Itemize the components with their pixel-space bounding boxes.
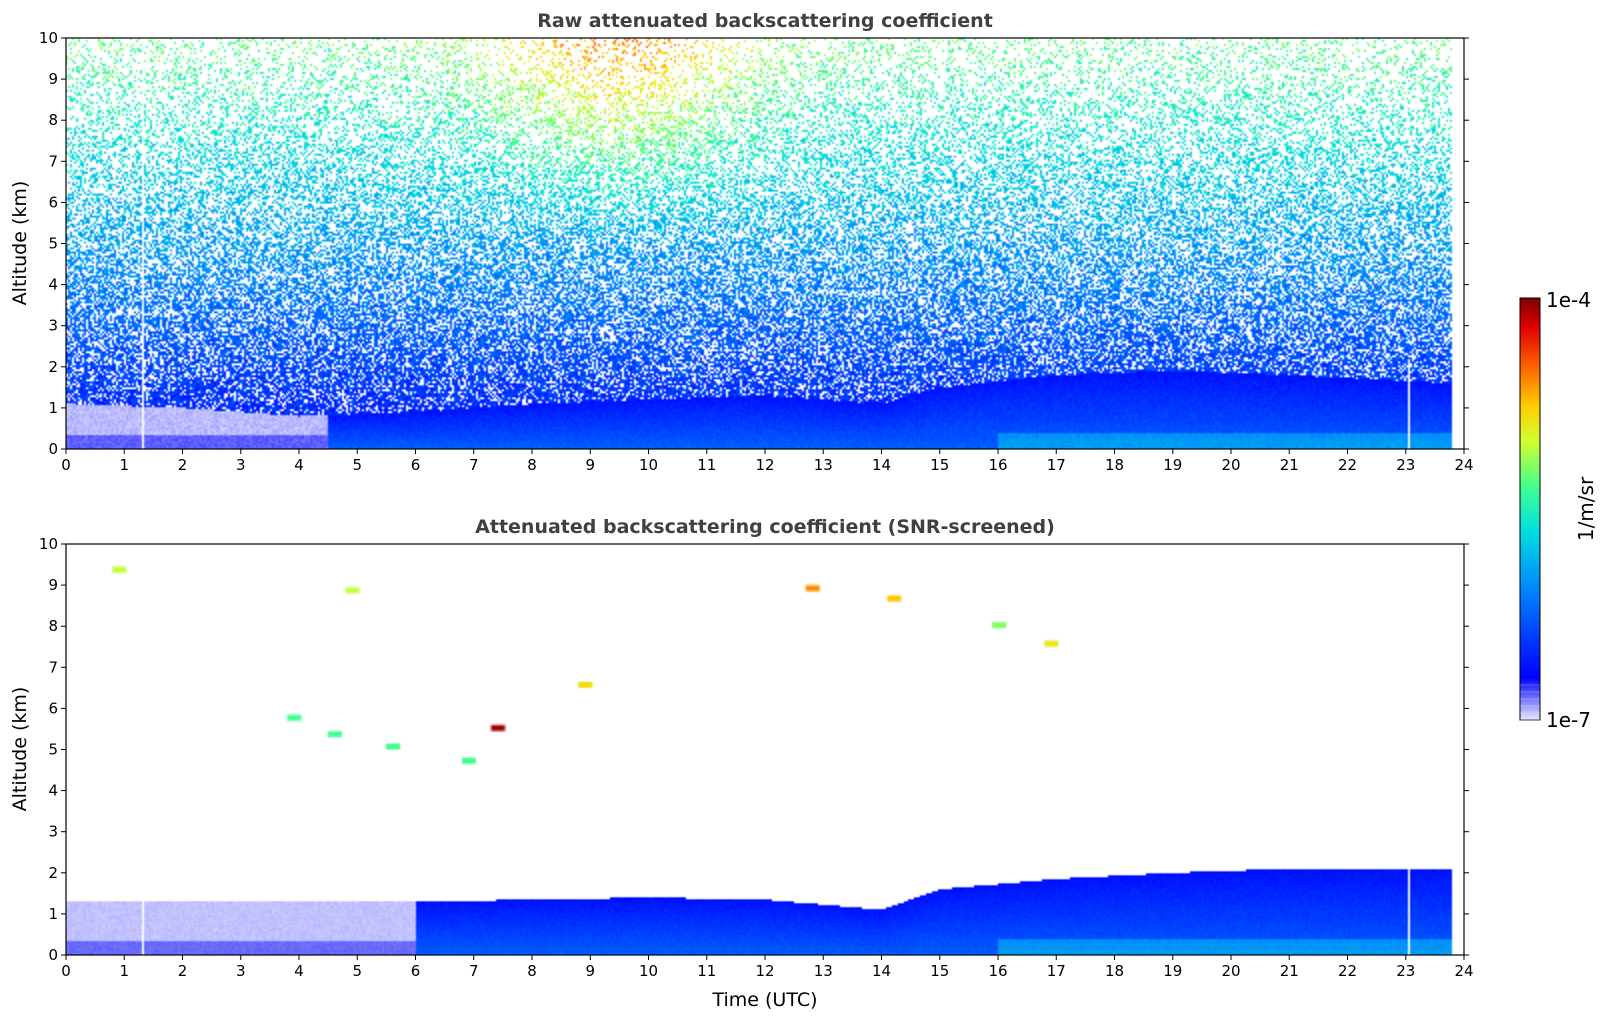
x-tick-label: 17 [1047,962,1066,980]
x-tick-label: 16 [988,456,1007,474]
x-tick-label: 10 [639,456,658,474]
colorbar-min-label: 1e-7 [1546,708,1591,732]
y-tick-label: 9 [48,576,58,594]
x-tick-label: 5 [352,962,362,980]
x-tick-label: 1 [119,456,129,474]
raw-backscatter-heatmap [66,38,1464,449]
x-tick-label: 16 [988,962,1007,980]
y-tick-label: 3 [48,823,58,841]
x-tick-label: 12 [755,456,774,474]
x-tick-label: 23 [1396,962,1415,980]
x-tick-label: 4 [294,962,304,980]
x-tick-label: 2 [178,962,188,980]
panel2-title: Attenuated backscattering coefficient (S… [475,516,1055,538]
y-tick-label: 4 [48,276,58,294]
x-tick-label: 6 [411,456,421,474]
panel2-xlabel: Time (UTC) [711,989,817,1011]
x-tick-label: 21 [1280,456,1299,474]
y-tick-label: 5 [48,235,58,253]
x-tick-label: 13 [814,962,833,980]
y-tick-label: 8 [48,111,58,129]
x-tick-label: 11 [697,456,716,474]
x-tick-label: 10 [639,962,658,980]
x-tick-label: 17 [1047,456,1066,474]
x-tick-label: 7 [469,456,479,474]
y-tick-label: 3 [48,317,58,335]
y-tick-label: 10 [39,535,58,553]
x-tick-label: 3 [236,456,246,474]
panel2-ylabel: Altitude (km) [9,687,31,812]
y-tick-label: 2 [48,864,58,882]
x-tick-label: 0 [61,456,71,474]
y-tick-label: 9 [48,70,58,88]
x-tick-label: 11 [697,962,716,980]
y-tick-label: 6 [48,193,58,211]
x-tick-label: 14 [872,962,891,980]
colorbar-gradient [1519,297,1541,721]
y-tick-label: 6 [48,699,58,717]
x-tick-label: 21 [1280,962,1299,980]
x-tick-label: 2 [178,456,188,474]
y-tick-label: 5 [48,741,58,759]
snr-screened-panel: Attenuated backscattering coefficient (S… [9,516,1474,1011]
x-tick-label: 13 [814,456,833,474]
x-tick-label: 19 [1163,456,1182,474]
colorbar-max-label: 1e-4 [1546,288,1591,312]
raw-backscatter-panel: Raw attenuated backscattering coefficien… [9,10,1474,474]
colorbar-unit-label: 1/m/sr [1574,476,1598,541]
x-tick-label: 15 [930,962,949,980]
x-tick-label: 5 [352,456,362,474]
x-tick-label: 9 [585,962,595,980]
x-tick-label: 7 [469,962,479,980]
x-tick-label: 4 [294,456,304,474]
y-tick-label: 10 [39,29,58,47]
x-tick-label: 14 [872,456,891,474]
x-tick-label: 12 [755,962,774,980]
x-tick-label: 15 [930,456,949,474]
x-tick-label: 22 [1338,962,1357,980]
x-tick-label: 19 [1163,962,1182,980]
x-tick-label: 8 [527,962,537,980]
y-tick-label: 4 [48,782,58,800]
x-tick-label: 8 [527,456,537,474]
y-tick-label: 7 [48,658,58,676]
y-tick-label: 1 [48,399,58,417]
y-tick-label: 0 [48,946,58,964]
panel1-ylabel: Altitude (km) [9,181,31,306]
x-tick-label: 24 [1454,456,1473,474]
y-tick-label: 7 [48,152,58,170]
x-tick-label: 23 [1396,456,1415,474]
colorbar: 1e-4 1e-7 1/m/sr [1519,288,1598,732]
panel1-title: Raw attenuated backscattering coefficien… [537,10,993,32]
x-tick-label: 6 [411,962,421,980]
x-tick-label: 0 [61,962,71,980]
y-tick-label: 2 [48,358,58,376]
x-tick-label: 1 [119,962,129,980]
x-tick-label: 20 [1221,456,1240,474]
x-tick-label: 9 [585,456,595,474]
x-tick-label: 18 [1105,456,1124,474]
x-tick-label: 18 [1105,962,1124,980]
x-tick-label: 3 [236,962,246,980]
x-tick-label: 20 [1221,962,1240,980]
x-tick-label: 22 [1338,456,1357,474]
y-tick-label: 8 [48,617,58,635]
y-tick-label: 0 [48,440,58,458]
snr-screened-heatmap [66,544,1464,955]
y-tick-label: 1 [48,905,58,923]
x-tick-label: 24 [1454,962,1473,980]
